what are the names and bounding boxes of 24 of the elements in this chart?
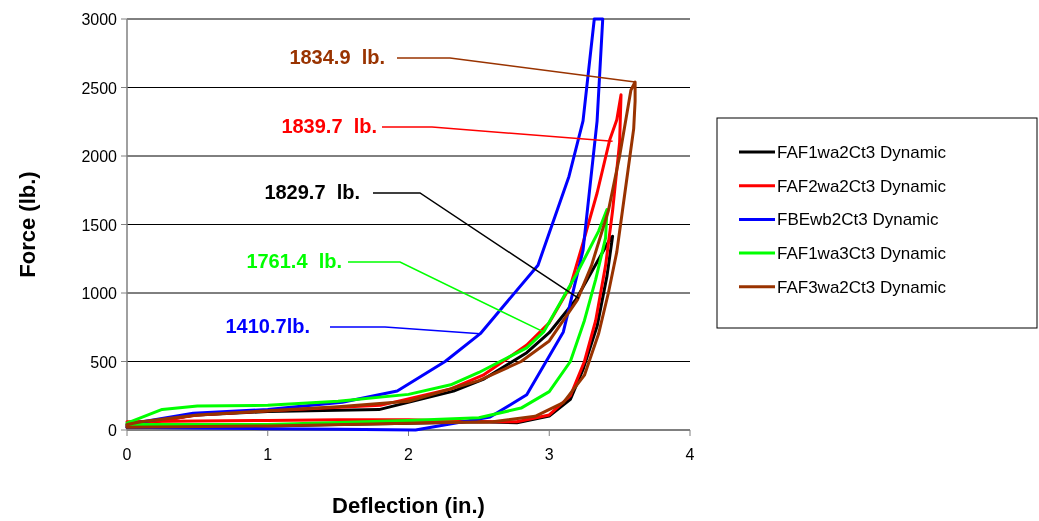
y-tick-label: 500	[90, 353, 118, 371]
annotation: 1839.7 lb.	[281, 115, 377, 137]
legend-label: FAF1wa2Ct3 Dynamic	[777, 143, 947, 162]
annotation: 1410.7lb.	[225, 315, 310, 337]
x-tick-label: 4	[685, 446, 695, 463]
legend-label: FBEwb2Ct3 Dynamic	[777, 210, 940, 230]
y-axis-title: Force (lb.)	[15, 171, 40, 278]
annotation: 1829.7 lb.	[264, 181, 360, 203]
x-tick-label: 2	[404, 446, 414, 463]
y-tick-label: 1000	[81, 285, 118, 302]
y-tick-label: 3000	[81, 11, 118, 28]
x-tick-label: 1	[263, 446, 273, 463]
x-tick-label: 3	[544, 446, 554, 463]
annotation: 1761.4 lb.	[246, 250, 342, 272]
annotation: 1834.9 lb.	[289, 46, 385, 68]
y-tick-label: 2500	[81, 79, 118, 97]
y-tick-label: 0	[108, 422, 118, 439]
legend-label: FAF2wa2Ct3 Dynamic	[777, 176, 947, 196]
y-tick-label: 1500	[81, 216, 118, 234]
y-tick-label: 2000	[81, 148, 118, 165]
legend-label: FAF3wa2Ct3 Dynamic	[777, 277, 947, 297]
x-axis-title: Deflection (in.)	[332, 493, 485, 518]
legend-label: FAF1wa3Ct3 Dynamic	[777, 244, 947, 264]
x-tick-label: 0	[122, 446, 132, 463]
